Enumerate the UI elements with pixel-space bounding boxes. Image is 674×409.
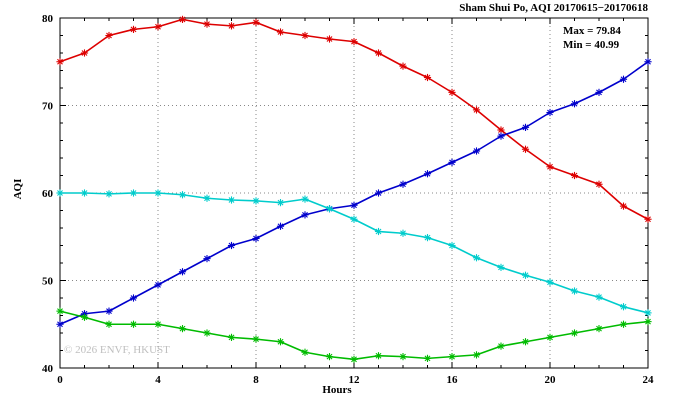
svg-text:0: 0	[57, 374, 63, 386]
y-axis-label: AQI	[12, 178, 24, 200]
svg-text:16: 16	[447, 374, 459, 386]
svg-text:60: 60	[42, 188, 54, 200]
svg-text:20: 20	[545, 374, 557, 386]
min-value-label: Min = 40.99	[563, 39, 620, 51]
svg-text:80: 80	[42, 13, 54, 25]
max-value-label: Max = 79.84	[563, 25, 621, 37]
maxmin-annotation: Max = 79.84 Min = 40.99	[563, 24, 621, 52]
x-axis-label: Hours	[322, 384, 352, 396]
svg-text:8: 8	[253, 374, 259, 386]
svg-text:40: 40	[42, 363, 54, 375]
svg-text:50: 50	[42, 276, 54, 288]
svg-text:24: 24	[643, 374, 655, 386]
chart-title: Sham Shui Po, AQI 20170615−20170618	[459, 2, 648, 14]
svg-text:70: 70	[42, 101, 54, 113]
svg-text:12: 12	[349, 374, 361, 386]
svg-text:4: 4	[155, 374, 161, 386]
